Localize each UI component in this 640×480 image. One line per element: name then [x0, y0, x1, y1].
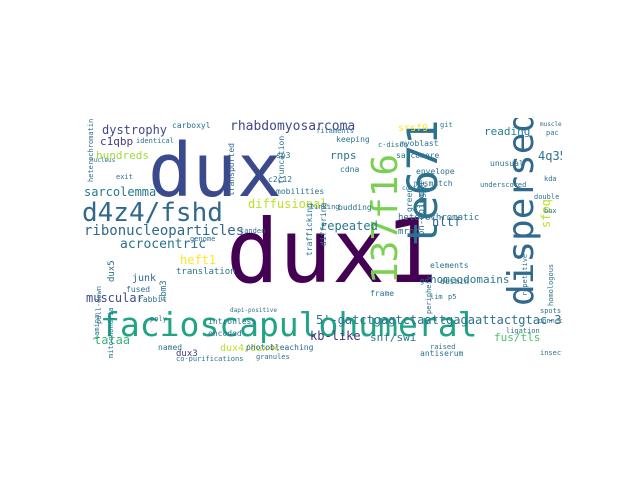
- word-ligation: ligation: [506, 327, 540, 335]
- word-mrnp: mrnp: [398, 227, 420, 237]
- word-reading: reading: [484, 125, 531, 138]
- word-filaments: filaments: [316, 127, 354, 135]
- word-sarcomere: sarcomere: [396, 151, 440, 160]
- word-box: box: [544, 207, 557, 215]
- word-named: named: [158, 343, 183, 352]
- word-5-gatctgagtctaattgagaattactgtac-3: 5'-gatctgagtctaattgagaattactgtac-3: [316, 313, 562, 327]
- word-kda: kda: [544, 175, 557, 183]
- word-heft1: heft1: [180, 253, 217, 267]
- word-kb-like: kb-like: [310, 329, 361, 343]
- word-spots: spots: [540, 307, 562, 315]
- word-contact: contact: [402, 185, 428, 192]
- word-photobleaching: photobleaching: [246, 343, 314, 352]
- word-rnps: rnps: [330, 149, 357, 162]
- word-srsf9: srsf9: [398, 123, 429, 134]
- word-fused: fused: [126, 285, 151, 294]
- word-periphery: periphery: [425, 276, 433, 314]
- word-identical: identical: [136, 137, 174, 145]
- word-heterochromatic: heterochromatic: [398, 213, 480, 223]
- word-pull-down: pull-down: [95, 286, 103, 324]
- word-snf-swi: snf/swi: [370, 331, 417, 344]
- word-intronless: intronless: [208, 317, 257, 326]
- word-budding: budding: [338, 203, 372, 212]
- word-hltf: hltf: [432, 215, 461, 229]
- word-insect: insect: [540, 349, 562, 357]
- word-junk: junk: [132, 273, 157, 284]
- word-repeated: repeated: [320, 219, 378, 233]
- word-dux3: dux3: [176, 349, 198, 359]
- word-tataa: tataa: [94, 333, 131, 347]
- word-raised: raised: [430, 343, 456, 351]
- word-repetitive: repetitive: [521, 253, 529, 296]
- word-co-purifications: co-purifications: [176, 355, 244, 363]
- word-cdna: cdna: [340, 165, 360, 174]
- word-4q35: 4q35: [538, 149, 562, 163]
- word-envelope: envelope: [416, 167, 455, 176]
- word-hundreds: hundreds: [96, 149, 149, 162]
- word-myoblast: myoblast: [400, 139, 439, 148]
- word-git: git: [440, 121, 453, 129]
- word-keeping: keeping: [336, 135, 370, 144]
- word-linking: linking: [310, 203, 340, 211]
- word-dapi-positive: dapi-positive: [230, 307, 277, 314]
- word-p5: p5: [448, 293, 457, 301]
- word-dystrophy: dystrophy: [102, 123, 168, 137]
- word-dux1: dux1: [226, 200, 438, 303]
- word-c1qbp: c1qbp: [100, 135, 134, 148]
- word-mismatch: mismatch: [414, 179, 453, 188]
- word-frame: frame: [370, 289, 395, 298]
- word-diffusional: diffusional: [248, 197, 328, 211]
- word-c2c12: c2c12: [268, 175, 293, 184]
- word-on-going: on-going: [417, 192, 427, 236]
- word-exit: exit: [116, 173, 133, 181]
- word-dux4-dux4c: dux4/dux4c: [220, 343, 281, 354]
- word-sarcolemma: sarcolemma: [84, 185, 157, 199]
- word-dux: dux: [148, 128, 282, 214]
- word-antiserum: antiserum: [420, 349, 464, 358]
- word-cloud: dux1 dux facioscapulohumeral te671 dispe…: [80, 118, 562, 362]
- word-gc: gc: [420, 277, 429, 285]
- word-granules: granules: [256, 353, 290, 361]
- word-dux5: dux5: [107, 260, 117, 282]
- word-translation: translation: [176, 267, 236, 277]
- word-carboxyl: carboxyl: [172, 121, 211, 130]
- word-double: double: [534, 193, 560, 201]
- word-facioscapulohumeral: facioscapulohumeral: [100, 305, 478, 344]
- word-connect: connect: [538, 317, 562, 325]
- word-fus-tls: fus/tls: [494, 331, 541, 344]
- word-desmin: desmin: [440, 277, 469, 286]
- word-genome: genome: [190, 235, 216, 243]
- word-mitochondria: mitochondria: [107, 307, 115, 358]
- word-ribonucleoparticles: ribonucleoparticles: [84, 223, 245, 239]
- word-c-discs: c-discs: [378, 141, 408, 149]
- word-transported: transported: [227, 143, 236, 196]
- word-homeodomains: homeodomains: [430, 273, 510, 286]
- word-pac: pac: [546, 129, 559, 137]
- word-sp3: sp3: [276, 151, 291, 160]
- word-rabbit: rabbit: [138, 295, 167, 304]
- word-tanden: tanden: [240, 227, 266, 235]
- word-lim: lim: [430, 293, 443, 301]
- word-muscular: muscular: [86, 291, 144, 305]
- word-rbm3: rbm3: [159, 280, 169, 302]
- word-poly: poly: [150, 315, 167, 323]
- word-mobilities: mobilities: [276, 187, 325, 196]
- word-homologous: homologous: [547, 263, 555, 306]
- word-acrocentric: acrocentric: [120, 237, 207, 252]
- word-underscored: underscored: [480, 181, 527, 189]
- word-d4z4-fshd: d4z4/fshd: [82, 198, 223, 228]
- word-rhabdomyosarcoma: rhabdomyosarcoma: [230, 119, 356, 134]
- word-elements: elements: [430, 261, 469, 270]
- word-heterochromatin: heterochromatin: [87, 118, 95, 182]
- word-nucleus: nucleus: [90, 157, 116, 164]
- word-unusual: unusual: [490, 159, 524, 168]
- word-muscle: muscle: [540, 121, 562, 128]
- word-encoded: encoded: [208, 329, 242, 338]
